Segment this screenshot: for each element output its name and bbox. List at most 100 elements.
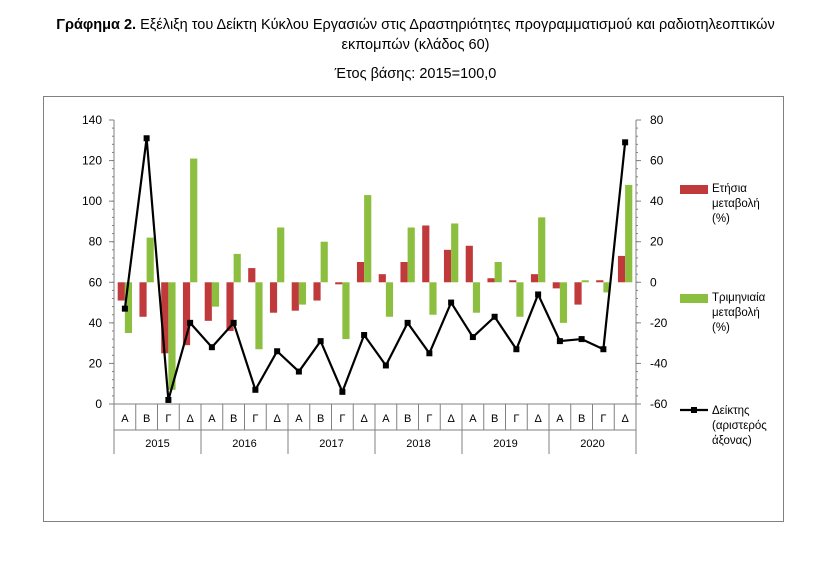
annual-change-bar	[356, 262, 365, 283]
legend-label-annual: μεταβολή	[712, 198, 760, 210]
quarterly-change-bar	[451, 223, 459, 283]
quarterly-change-bar	[385, 282, 394, 317]
index-point	[491, 313, 498, 320]
left-axis-tick-label: 40	[89, 316, 103, 330]
annual-change-bar	[617, 255, 626, 283]
quarterly-change-bar	[603, 282, 611, 293]
left-axis-tick-label: 0	[95, 397, 102, 411]
year-tick-label: 2016	[232, 438, 256, 450]
index-point	[339, 388, 346, 395]
quarterly-change-bar	[538, 217, 546, 283]
quarter-tick-label: Β	[317, 413, 324, 425]
year-tick-label: 2019	[493, 438, 517, 450]
legend-label-index: Δείκτης	[712, 405, 750, 417]
right-axis-tick-label: 20	[650, 235, 664, 249]
quarterly-change-bar	[298, 282, 307, 305]
quarter-tick-label: Α	[556, 413, 564, 425]
right-axis-tick-label: 40	[650, 194, 664, 208]
left-axis-tick-label: 20	[89, 356, 103, 370]
quarter-tick-label: Δ	[186, 413, 194, 425]
annual-change-bar	[596, 280, 604, 283]
legend-label-index: άξονας)	[712, 435, 752, 447]
quarter-tick-label: Β	[578, 413, 585, 425]
annual-change-bar	[530, 274, 539, 283]
right-axis-tick-label: 80	[650, 113, 664, 127]
index-point	[187, 319, 194, 326]
quarter-tick-label: Β	[404, 413, 411, 425]
right-axis-tick-label: 0	[650, 275, 657, 289]
quarterly-change-bar	[320, 241, 328, 283]
annual-change-bar	[378, 274, 386, 283]
index-point	[535, 291, 542, 298]
annual-change-bar	[226, 282, 234, 331]
chart-title-line1: Εξέλιξη του Δείκτη Κύκλου Εργασιών στις …	[140, 17, 775, 33]
quarter-tick-label: Γ	[513, 413, 519, 425]
quarterly-change-bar	[168, 282, 176, 390]
year-tick-label: 2017	[319, 438, 343, 450]
quarter-tick-label: Γ	[426, 413, 432, 425]
legend-label-quarterly: Τριμηνιαία	[712, 292, 766, 304]
right-axis-tick-label: -20	[650, 316, 668, 330]
index-point	[600, 346, 607, 353]
year-tick-label: 2015	[145, 438, 169, 450]
index-point	[448, 299, 455, 306]
index-point	[274, 348, 281, 355]
chart-title-line2: εκπομπών (κλάδος 60)	[341, 37, 490, 53]
quarterly-change-bar	[124, 282, 133, 333]
annual-change-bar	[422, 225, 430, 283]
index-point	[295, 368, 302, 375]
right-axis-tick-label: 60	[650, 154, 664, 168]
quarter-tick-label: Δ	[447, 413, 455, 425]
index-point	[578, 336, 585, 343]
quarter-tick-label: Β	[491, 413, 498, 425]
quarterly-change-bar	[625, 184, 633, 283]
legend-marker-index	[691, 407, 697, 413]
quarter-tick-label: Δ	[621, 413, 629, 425]
quarter-tick-label: Γ	[339, 413, 345, 425]
legend-label-quarterly: (%)	[712, 322, 730, 334]
left-axis-tick-label: 120	[82, 154, 102, 168]
index-point	[382, 362, 389, 369]
annual-change-bar	[443, 249, 452, 283]
quarter-tick-label: Α	[208, 413, 216, 425]
left-axis-tick-label: 80	[89, 235, 103, 249]
index-point	[208, 344, 215, 351]
left-axis-tick-label: 100	[82, 194, 102, 208]
legend-label-annual: Ετήσια	[712, 183, 747, 195]
legend-swatch-annual	[680, 185, 708, 194]
index-point	[230, 319, 237, 326]
annual-change-bar	[552, 282, 560, 289]
index-point	[143, 135, 150, 142]
annual-change-bar	[313, 282, 321, 301]
quarter-tick-label: Γ	[600, 413, 606, 425]
index-point	[252, 386, 259, 393]
quarterly-change-bar	[233, 253, 241, 283]
quarter-tick-label: Α	[469, 413, 477, 425]
legend-label-index: (αριστερός	[712, 420, 767, 432]
quarter-tick-label: Α	[382, 413, 390, 425]
annual-change-bar	[182, 282, 191, 346]
quarter-tick-label: Β	[230, 413, 237, 425]
annual-change-bar	[487, 278, 495, 283]
index-point	[513, 346, 520, 353]
index-point	[426, 350, 433, 357]
quarter-tick-label: Δ	[360, 413, 368, 425]
chart-subtitle: Έτος βάσης: 2015=100,0	[334, 66, 497, 82]
quarterly-change-bar	[277, 227, 285, 283]
quarterly-change-bar	[472, 282, 481, 313]
quarter-tick-label: Γ	[165, 413, 171, 425]
quarterly-change-bar	[494, 262, 502, 283]
index-point	[404, 319, 411, 326]
legend-swatch-quarterly	[680, 294, 708, 303]
quarterly-change-bar	[146, 237, 154, 283]
chart-frame	[43, 96, 784, 522]
legend-label-annual: (%)	[712, 213, 730, 225]
index-point	[622, 139, 629, 146]
annual-change-bar	[204, 282, 212, 321]
annual-change-bar	[117, 282, 125, 301]
quarterly-change-bar	[429, 282, 437, 315]
quarterly-change-bar	[190, 158, 198, 283]
chart-title: Γράφημα 2. Εξέλιξη του Δείκτη Κύκλου Εργ…	[0, 15, 831, 55]
year-tick-label: 2018	[406, 438, 430, 450]
